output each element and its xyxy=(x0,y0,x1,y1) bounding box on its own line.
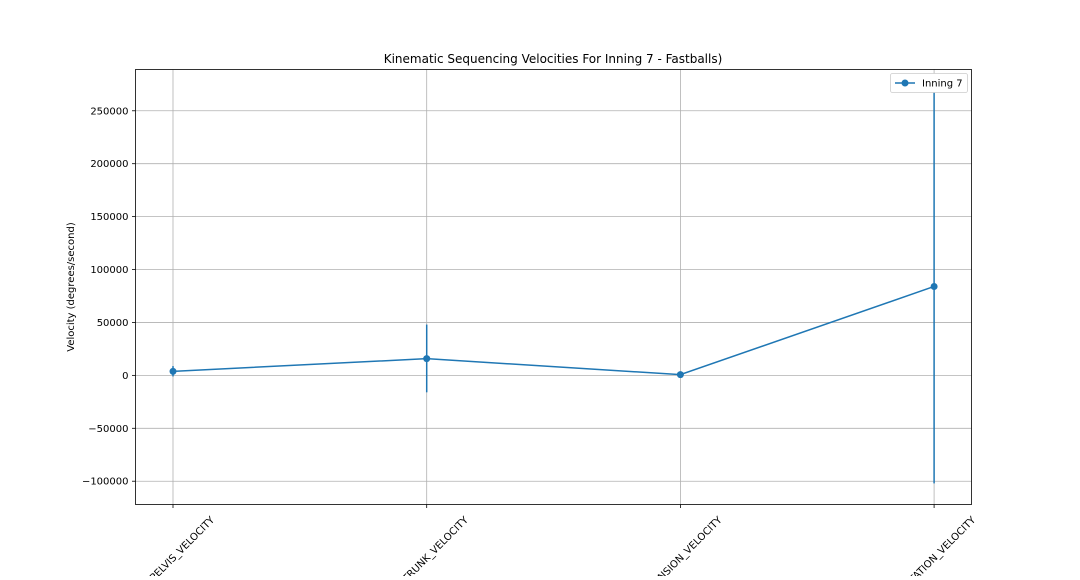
y-tick-label: 0 xyxy=(122,371,128,382)
series-line-layer xyxy=(172,285,935,376)
y-tick-label: 200000 xyxy=(90,159,128,170)
error-bar-layer xyxy=(172,89,935,484)
x-tick-label: PELVIS_VELOCITY xyxy=(148,514,217,576)
y-axis-label: Velocity (degrees/second) xyxy=(66,222,77,352)
x-tick-label: SHOULDER_INTERNAL_ROTATION_VELOCITY xyxy=(815,514,978,576)
y-tick-label: 100000 xyxy=(90,265,128,276)
axes-frame xyxy=(135,69,972,505)
legend-box xyxy=(890,73,968,93)
y-tick-label: −100000 xyxy=(82,477,129,488)
data-point xyxy=(169,367,177,375)
chart-title: Kinematic Sequencing Velocities For Inni… xyxy=(384,52,723,66)
tick-layer: −100000 −50000 0 50000 100000 150000 200000 250… xyxy=(82,106,979,580)
data-point xyxy=(676,371,684,379)
y-tick-label: 50000 xyxy=(97,318,129,329)
legend-marker-swatch xyxy=(901,79,909,87)
marker-layer xyxy=(169,282,938,379)
x-tick-label: ELBOW_EXTENSION_VELOCITY xyxy=(609,514,725,576)
legend: Inning 7 xyxy=(890,73,968,93)
data-point xyxy=(930,282,938,290)
grid-layer xyxy=(135,69,972,505)
data-point xyxy=(423,355,431,363)
x-tick-label: TRUNK_VELOCITY xyxy=(400,514,471,576)
y-tick-label: 250000 xyxy=(90,106,128,117)
series-line-inning-7 xyxy=(172,285,935,376)
y-tick-label: −50000 xyxy=(88,424,128,435)
legend-entry-inning-7: Inning 7 xyxy=(922,79,963,90)
y-tick-label: 150000 xyxy=(90,212,128,223)
